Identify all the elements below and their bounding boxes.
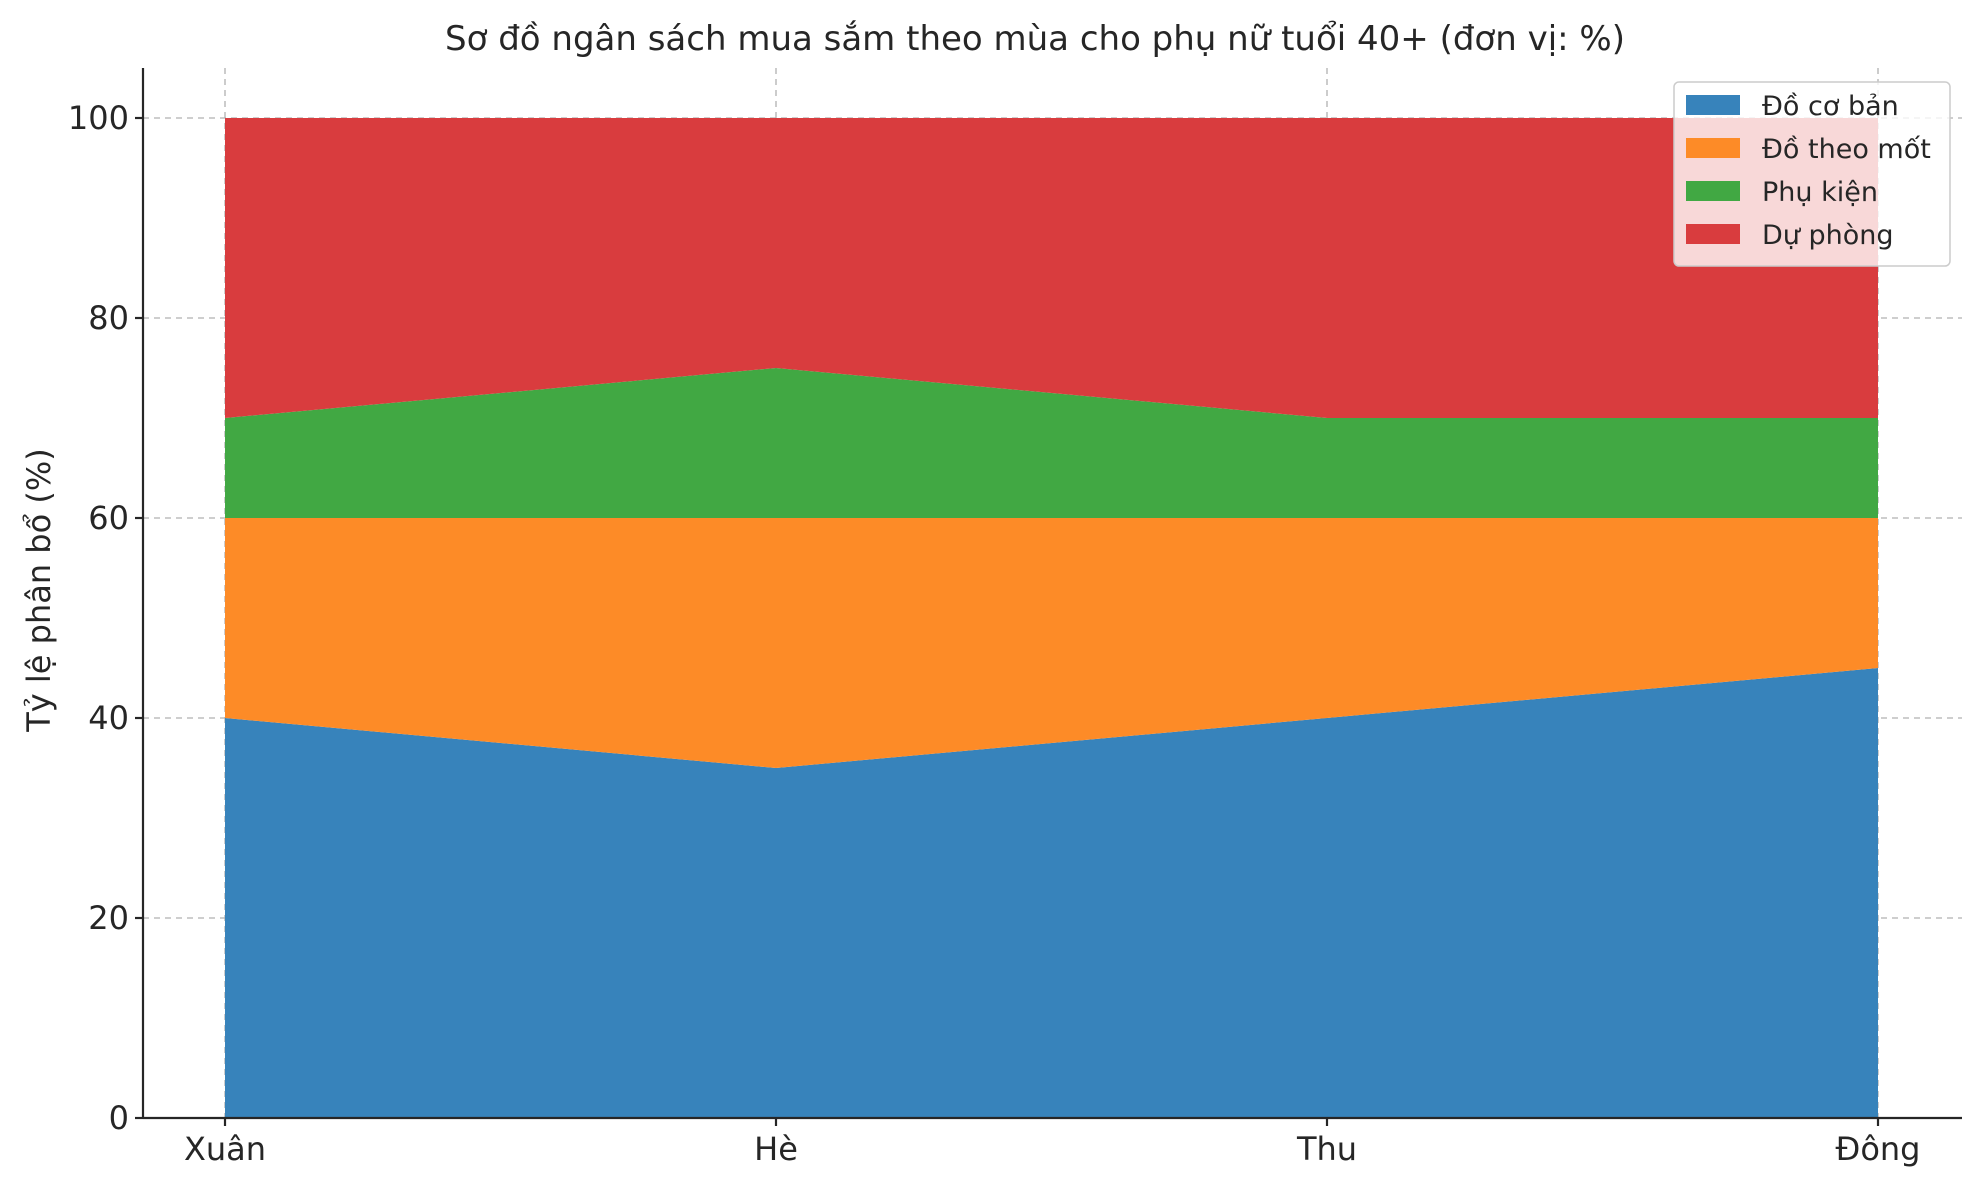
legend-label: Dự phòng [1762, 220, 1894, 251]
axes-layer: 0 20 40 60 80 100 Xuân Hè Thu Đông [68, 68, 1962, 1168]
y-tick-label: 60 [88, 499, 129, 537]
y-tick-label: 40 [88, 699, 129, 737]
y-tick-label: 0 [109, 1099, 129, 1137]
legend-swatch [1686, 181, 1740, 201]
x-tick-label: Hè [754, 1130, 798, 1168]
y-tick-label: 20 [88, 899, 129, 937]
x-tick-label: Thu [1296, 1130, 1357, 1168]
area-series [225, 518, 1878, 768]
legend: Đồ cơ bản Đồ theo mốt Phụ kiện Dự phòng [1673, 81, 1951, 267]
chart-title: Sơ đồ ngân sách mua sắm theo mùa cho phụ… [445, 19, 1625, 59]
legend-frame [1673, 81, 1951, 267]
y-tick-label: 100 [68, 99, 129, 137]
legend-swatch [1686, 95, 1740, 115]
area-series [225, 668, 1878, 1118]
legend-swatch [1686, 224, 1740, 244]
legend-label: Đồ cơ bản [1762, 91, 1899, 122]
legend-label: Phụ kiện [1762, 177, 1878, 208]
y-axis-label: Tỷ lệ phân bổ (%) [20, 448, 58, 733]
y-tick-label: 80 [88, 299, 129, 337]
x-tick-label: Xuân [184, 1130, 266, 1168]
legend-swatch [1686, 138, 1740, 158]
area-series [225, 118, 1878, 418]
area-series [225, 368, 1878, 518]
legend-label: Đồ theo mốt [1762, 134, 1931, 165]
area-layer [225, 118, 1878, 1118]
x-tick-label: Đông [1836, 1130, 1921, 1168]
